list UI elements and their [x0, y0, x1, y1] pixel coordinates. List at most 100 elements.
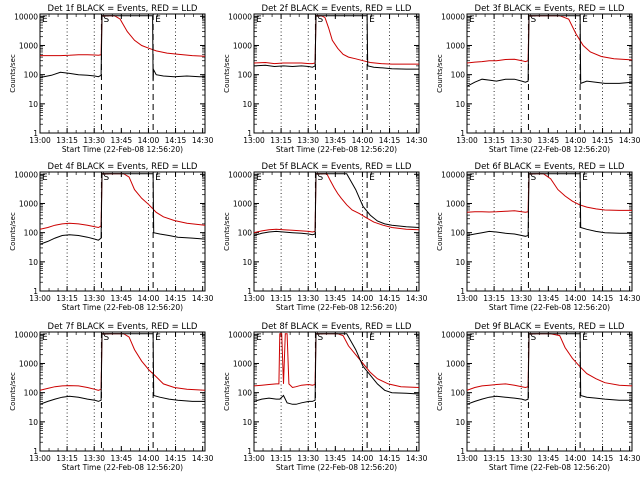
- x-tick-label: 13:15: [56, 454, 78, 463]
- x-tick-label: 14:00: [565, 454, 587, 463]
- x-tick-label: 14:15: [379, 454, 401, 463]
- y-tick-label: 10: [455, 418, 465, 427]
- y-axis-label: Counts/sec: [9, 372, 17, 411]
- y-tick-label: 1: [460, 129, 465, 138]
- x-tick-label: 13:30: [297, 294, 319, 303]
- panel-title: Det 3f BLACK = Events, RED = LLD: [475, 4, 625, 14]
- x-tick-label: 13:15: [270, 294, 292, 303]
- x-axis-label: Start Time (22-Feb-08 12:56:20): [62, 463, 183, 472]
- y-tick-label: 100: [24, 71, 39, 80]
- x-tick-label: 14:00: [565, 294, 587, 303]
- plot-frame: [466, 331, 633, 452]
- y-tick-label: 100: [451, 389, 466, 398]
- marker-s: S: [103, 173, 109, 183]
- y-axis-label: Counts/sec: [223, 54, 231, 93]
- y-tick-label: 1: [33, 287, 38, 296]
- marker-s: S: [317, 173, 323, 183]
- x-tick-label: 13:45: [538, 136, 560, 145]
- series-line-black: [467, 15, 632, 87]
- y-tick-label: 1000: [446, 359, 465, 368]
- series-line-red: [467, 173, 632, 213]
- plot-frame: [39, 13, 206, 134]
- x-axis-label: Start Time (22-Feb-08 12:56:20): [276, 303, 397, 312]
- marker-e-left: E: [256, 333, 262, 343]
- x-tick-label: 13:30: [83, 294, 105, 303]
- x-tick-label: 14:15: [165, 136, 187, 145]
- y-axis-label: Counts/sec: [436, 54, 444, 93]
- plot-frame: [466, 13, 633, 134]
- x-tick-label: 14:00: [138, 136, 160, 145]
- y-tick-label: 1000: [19, 359, 38, 368]
- y-tick-label: 10000: [228, 330, 252, 339]
- x-tick-label: 13:45: [111, 454, 133, 463]
- x-tick-label: 13:15: [483, 454, 505, 463]
- x-tick-label: 14:00: [138, 454, 160, 463]
- y-axis-label: Counts/sec: [9, 212, 17, 251]
- x-tick-label: 13:30: [297, 136, 319, 145]
- y-tick-label: 10000: [441, 12, 465, 21]
- x-tick-label: 13:00: [29, 294, 51, 303]
- panel-title: Det 1f BLACK = Events, RED = LLD: [48, 4, 198, 14]
- panel-title: Det 2f BLACK = Events, RED = LLD: [262, 4, 412, 14]
- marker-e-left: E: [42, 333, 48, 343]
- x-tick-label: 13:00: [243, 136, 265, 145]
- marker-s: S: [103, 15, 109, 25]
- x-tick-label: 14:15: [165, 294, 187, 303]
- x-tick-label: 14:30: [619, 294, 640, 303]
- x-tick-label: 13:30: [83, 136, 105, 145]
- y-tick-label: 10: [242, 418, 252, 427]
- marker-e-left: E: [469, 333, 475, 343]
- y-tick-label: 1000: [233, 359, 252, 368]
- y-tick-label: 1: [33, 447, 38, 456]
- y-tick-label: 10000: [228, 170, 252, 179]
- marker-s: S: [317, 15, 323, 25]
- y-tick-label: 10000: [441, 330, 465, 339]
- y-tick-label: 10: [242, 258, 252, 267]
- x-tick-label: 13:15: [56, 294, 78, 303]
- series-line-black: [40, 333, 205, 405]
- marker-s: S: [530, 333, 536, 343]
- x-tick-label: 13:45: [325, 136, 347, 145]
- x-tick-label: 13:45: [538, 294, 560, 303]
- marker-e-left: E: [469, 15, 475, 25]
- y-tick-label: 1: [460, 287, 465, 296]
- x-tick-label: 13:30: [510, 294, 532, 303]
- x-tick-label: 14:30: [619, 136, 640, 145]
- y-axis-label: Counts/sec: [436, 372, 444, 411]
- marker-e-left: E: [42, 15, 48, 25]
- series-line-red: [40, 333, 205, 391]
- y-tick-label: 10000: [14, 12, 38, 21]
- series-line-black: [467, 173, 632, 237]
- series-line-black: [254, 173, 419, 236]
- series-line-red: [40, 15, 205, 57]
- y-tick-label: 10000: [441, 170, 465, 179]
- y-tick-label: 10: [455, 258, 465, 267]
- x-axis-label: Start Time (22-Feb-08 12:56:20): [62, 303, 183, 312]
- y-tick-label: 1000: [19, 199, 38, 208]
- y-tick-label: 100: [238, 229, 253, 238]
- marker-s: S: [317, 333, 323, 343]
- x-tick-label: 14:30: [406, 454, 428, 463]
- panel-title: Det 8f BLACK = Events, RED = LLD: [262, 322, 412, 332]
- x-tick-label: 13:00: [456, 294, 478, 303]
- y-tick-label: 10000: [14, 330, 38, 339]
- x-tick-label: 13:15: [56, 136, 78, 145]
- x-tick-label: 13:45: [538, 454, 560, 463]
- y-tick-label: 100: [451, 71, 466, 80]
- series-line-red: [254, 173, 419, 234]
- marker-e: E: [155, 15, 161, 25]
- y-tick-label: 100: [238, 389, 253, 398]
- series-line-black: [40, 173, 205, 245]
- x-tick-label: 13:00: [243, 454, 265, 463]
- x-tick-label: 14:15: [379, 294, 401, 303]
- x-tick-label: 14:15: [592, 136, 614, 145]
- panel-title: Det 7f BLACK = Events, RED = LLD: [48, 322, 198, 332]
- x-tick-label: 13:45: [325, 454, 347, 463]
